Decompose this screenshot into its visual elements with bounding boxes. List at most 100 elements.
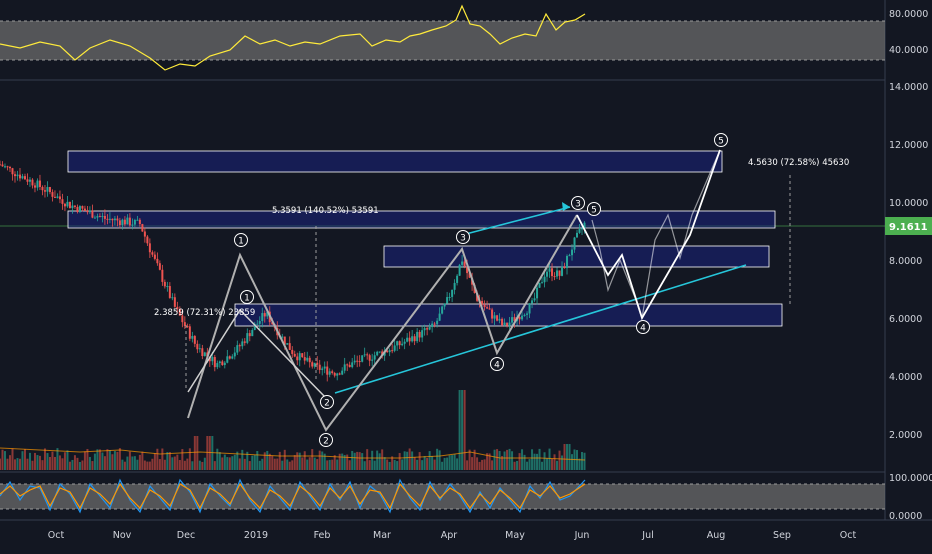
volume-bar bbox=[341, 453, 344, 470]
volume-bar bbox=[218, 452, 221, 470]
candle-body bbox=[166, 286, 169, 288]
svg-text:1: 1 bbox=[238, 237, 244, 247]
volume-bar bbox=[118, 448, 121, 470]
candle-body bbox=[348, 364, 351, 368]
volume-bar bbox=[358, 452, 361, 470]
candle-body bbox=[463, 261, 466, 267]
candle-body bbox=[393, 345, 396, 351]
candle-body bbox=[513, 317, 516, 322]
candle-body bbox=[311, 362, 314, 367]
arrow-head bbox=[562, 202, 570, 211]
volume-bar bbox=[226, 457, 229, 470]
candles bbox=[0, 160, 586, 382]
volume-bar bbox=[508, 448, 511, 470]
candle-body bbox=[353, 360, 356, 363]
volume-bar bbox=[46, 453, 49, 470]
candle-body bbox=[221, 361, 224, 366]
volume-bar bbox=[303, 451, 306, 470]
candle-body bbox=[498, 318, 501, 321]
candle-body bbox=[118, 220, 121, 226]
volume-bar bbox=[26, 458, 29, 470]
candle-body bbox=[481, 300, 484, 305]
candle-body bbox=[543, 276, 546, 283]
candle-body bbox=[361, 355, 364, 362]
volume-bar bbox=[296, 452, 299, 470]
volume-bar bbox=[388, 461, 391, 470]
candle-body bbox=[523, 314, 526, 316]
volume-bar bbox=[31, 460, 34, 470]
candle-body bbox=[191, 336, 194, 339]
volume-bar bbox=[421, 460, 424, 470]
volume-bar bbox=[338, 453, 341, 470]
volume-bar bbox=[271, 455, 274, 470]
volume-bar bbox=[43, 448, 46, 470]
measure-label-1: 2.3859 (72.31%) 23859 bbox=[154, 308, 255, 318]
candle-body bbox=[328, 371, 331, 375]
volume-bar bbox=[58, 455, 61, 470]
price-tick-label: 14.0000 bbox=[889, 82, 928, 93]
candle-body bbox=[3, 166, 6, 168]
candle-body bbox=[563, 266, 566, 269]
volume-bar bbox=[228, 457, 231, 470]
volume-bar bbox=[428, 451, 431, 470]
candle-body bbox=[133, 219, 136, 225]
volume-bar bbox=[311, 449, 314, 470]
svg-text:4: 4 bbox=[640, 324, 646, 334]
volume-bar bbox=[393, 459, 396, 470]
candle-body bbox=[413, 336, 416, 342]
candle-body bbox=[431, 323, 434, 327]
candle-body bbox=[346, 364, 349, 366]
candle-body bbox=[581, 228, 584, 230]
candle-body bbox=[333, 372, 336, 376]
volume-bar bbox=[78, 461, 81, 470]
price-tick-label: 10.0000 bbox=[889, 198, 928, 209]
volume-bar bbox=[476, 457, 479, 470]
candle-body bbox=[226, 356, 229, 363]
candle-body bbox=[131, 224, 134, 226]
volume-bar bbox=[268, 453, 271, 470]
volume-bar bbox=[28, 452, 31, 470]
volume-bar bbox=[238, 458, 241, 470]
volume-bar bbox=[6, 458, 9, 470]
volume-bar bbox=[473, 449, 476, 470]
candle-body bbox=[576, 232, 579, 238]
svg-text:5: 5 bbox=[718, 137, 724, 147]
volume-bar bbox=[13, 459, 16, 470]
candle-body bbox=[113, 218, 116, 221]
rsi-line bbox=[0, 4, 586, 71]
volume-bar bbox=[583, 452, 586, 470]
volume-bar bbox=[48, 456, 51, 470]
volume-bar bbox=[523, 454, 526, 470]
volume-bar bbox=[373, 460, 376, 470]
volume-bar bbox=[106, 449, 109, 470]
candle-body bbox=[526, 313, 529, 315]
candle-body bbox=[63, 203, 66, 207]
volume-bar bbox=[461, 390, 464, 470]
candle-body bbox=[73, 205, 76, 207]
candle-body bbox=[263, 313, 266, 317]
candle-body bbox=[286, 343, 289, 345]
volume-bar bbox=[323, 453, 326, 470]
candle-body bbox=[436, 320, 439, 325]
volume-bar bbox=[81, 460, 84, 470]
volume-bar bbox=[173, 456, 176, 470]
candle-body bbox=[398, 341, 401, 346]
volume-bar bbox=[18, 458, 21, 470]
candle-body bbox=[496, 315, 499, 321]
candle-body bbox=[511, 317, 514, 323]
volume-bar bbox=[436, 448, 439, 470]
volume-bar bbox=[63, 452, 66, 470]
volume-bar bbox=[121, 459, 124, 470]
volume-bar bbox=[328, 459, 331, 470]
candle-body bbox=[103, 215, 106, 219]
candle-body bbox=[236, 345, 239, 353]
volume-bar bbox=[146, 461, 149, 470]
volume-bar bbox=[301, 457, 304, 470]
candle-body bbox=[573, 237, 576, 250]
candle-body bbox=[153, 254, 156, 259]
volume-bar bbox=[88, 456, 91, 470]
volume-bar bbox=[411, 451, 414, 470]
volume-bar bbox=[251, 455, 254, 470]
candle-body bbox=[86, 210, 89, 213]
